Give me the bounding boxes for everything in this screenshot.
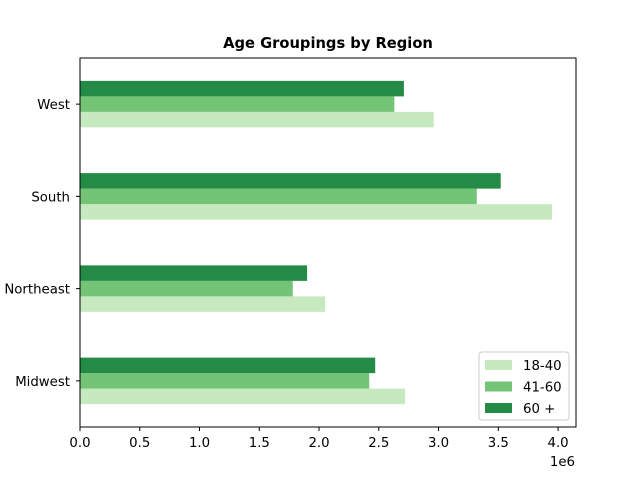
bars-group — [80, 80, 553, 405]
legend-swatch — [485, 381, 512, 392]
bar — [80, 188, 477, 205]
legend: 18-40 41-60 60 + — [478, 351, 570, 421]
x-axis: 0.0 0.5 1.0 1.5 2.0 2.5 3.0 3.5 4.0 — [69, 427, 569, 451]
x-offset-label: 1e6 — [550, 455, 575, 470]
x-tick-label: 2.0 — [308, 436, 329, 451]
x-tick-label: 3.0 — [428, 436, 449, 451]
x-tick-label: 0.0 — [69, 436, 90, 451]
x-tick-label: 4.0 — [547, 436, 568, 451]
bar — [80, 204, 553, 220]
bar — [80, 173, 501, 189]
plot-frame — [79, 57, 577, 428]
bar — [80, 388, 406, 405]
bar — [80, 265, 308, 281]
bar — [80, 280, 293, 297]
bar — [80, 111, 434, 128]
legend-swatch — [485, 403, 512, 413]
legend-label: 41-60 — [523, 381, 562, 396]
legend-label: 60 + — [523, 402, 555, 417]
x-tick-label: 2.5 — [368, 436, 389, 451]
x-tick-label: 1.0 — [189, 436, 210, 451]
bar — [80, 357, 376, 374]
chart-title: Age Groupings by Region — [223, 35, 433, 52]
y-axis: Midwest Northeast South West — [4, 98, 80, 390]
legend-swatch — [485, 360, 512, 370]
x-tick-label: 3.5 — [488, 436, 509, 451]
y-tick-label: Midwest — [15, 375, 70, 390]
y-tick-label: Northeast — [4, 283, 70, 298]
x-tick-label: 1.5 — [249, 436, 270, 451]
x-tick-label: 0.5 — [129, 436, 150, 451]
bar — [80, 296, 326, 312]
y-tick-label: West — [37, 98, 70, 113]
legend-label: 18-40 — [523, 359, 562, 374]
bar — [80, 96, 395, 112]
y-tick-label: South — [31, 190, 70, 205]
bar — [80, 373, 370, 389]
bar — [80, 80, 404, 97]
